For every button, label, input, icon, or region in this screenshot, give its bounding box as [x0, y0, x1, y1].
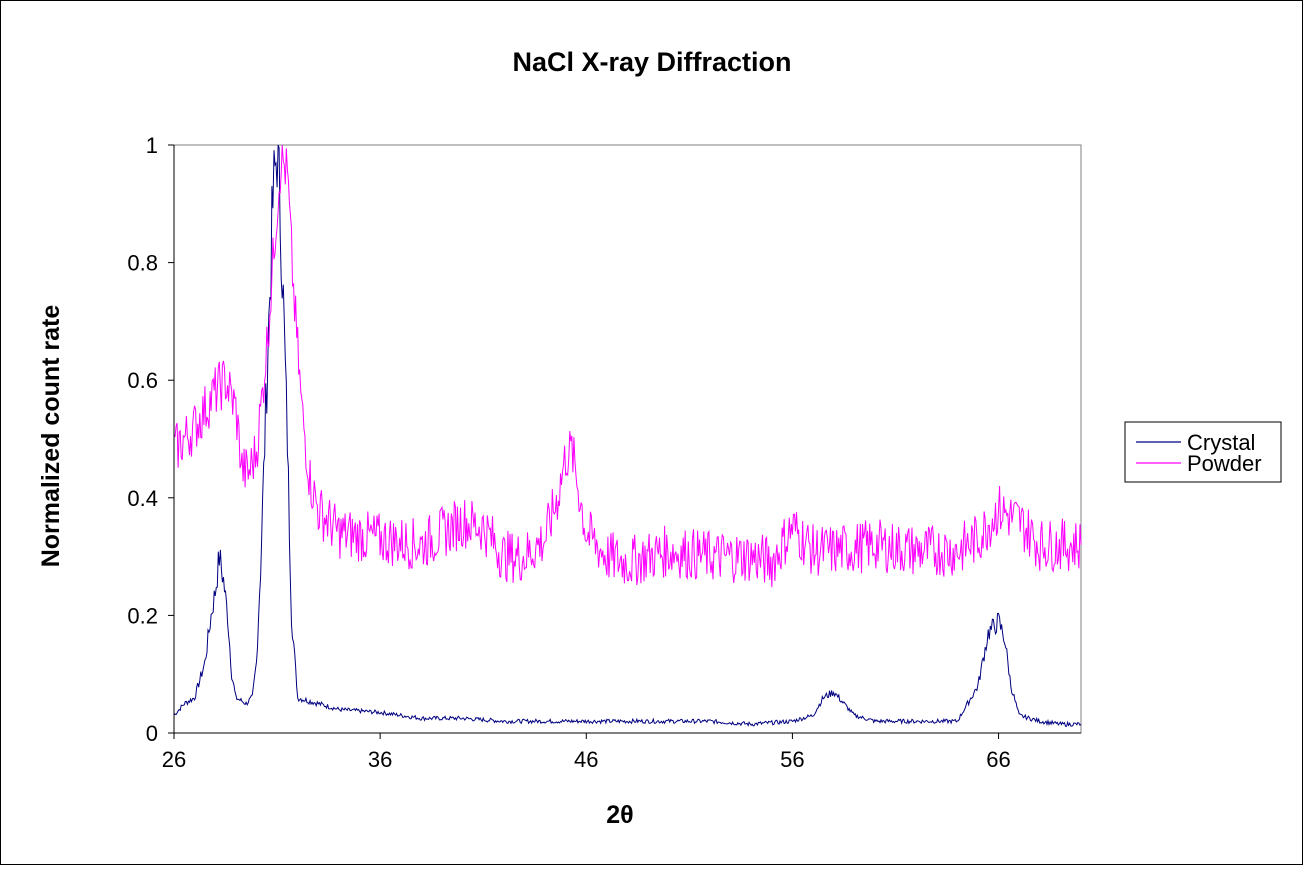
y-tick-label: 0.4 — [127, 486, 158, 511]
x-tick-label: 26 — [162, 747, 186, 772]
y-axis-title: Normalized count rate — [37, 305, 65, 568]
x-axis-title: 2θ — [606, 801, 633, 829]
y-tick-label: 0 — [146, 721, 158, 746]
legend-label-crystal: Crystal — [1187, 430, 1255, 455]
series-line-powder — [173, 144, 1082, 588]
legend: Crystal Powder — [1124, 421, 1282, 483]
x-tick-label: 56 — [780, 747, 804, 772]
x-axis: 26 36 46 56 66 — [162, 733, 1011, 772]
x-tick-label: 46 — [574, 747, 598, 772]
series-layer — [173, 144, 1082, 727]
x-tick-label: 36 — [368, 747, 392, 772]
y-tick-label: 0.2 — [127, 603, 158, 628]
series-line-crystal — [173, 144, 1082, 727]
y-tick-label: 1 — [146, 133, 158, 158]
y-tick-label: 0.8 — [127, 251, 158, 276]
plot-area — [173, 144, 1082, 734]
y-tick-label: 0.6 — [127, 368, 158, 393]
chart-title: NaCl X-ray Diffraction — [512, 47, 791, 77]
y-axis: 0 0.2 0.4 0.6 0.8 1 — [127, 133, 174, 746]
x-tick-label: 66 — [986, 747, 1010, 772]
legend-label-powder: Powder — [1187, 451, 1262, 476]
legend-box — [1124, 421, 1282, 483]
